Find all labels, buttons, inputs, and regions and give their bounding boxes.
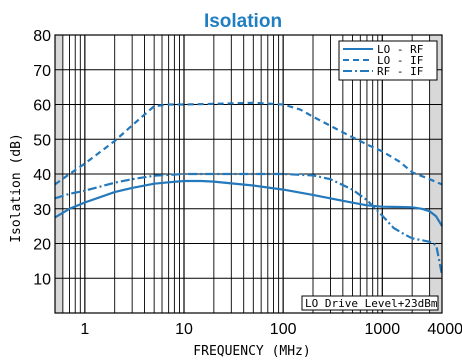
x-tick-label: 10 <box>175 321 193 338</box>
y-tick-label: 70 <box>33 63 51 80</box>
annotation-text: LO Drive Level+23dBm <box>305 297 438 310</box>
y-tick-label: 50 <box>33 132 51 149</box>
y-tick-label: 10 <box>33 271 51 288</box>
series-line-2 <box>54 101 443 186</box>
x-tick-label: 1 <box>80 321 89 338</box>
drive-level-annotation: LO Drive Level+23dBm <box>301 295 439 311</box>
y-tick-label: 20 <box>33 237 51 254</box>
x-tick-labels: 1 10 100 1000 4000 <box>80 321 462 338</box>
plot-frame <box>54 34 443 314</box>
y-tick-labels: 10 20 30 40 50 60 70 80 <box>33 28 51 288</box>
annotation-box <box>301 295 439 311</box>
y-tick-label: 60 <box>33 98 51 115</box>
series-lines <box>54 101 444 276</box>
y-tick-label: 30 <box>33 202 51 219</box>
y-axis-label: Isolation (dB) <box>9 133 24 243</box>
legend-label: LO - IF <box>377 54 423 67</box>
x-tick-label: 100 <box>270 321 297 338</box>
x-tick-label: 1000 <box>365 321 401 338</box>
chart-title: Isolation <box>204 11 282 32</box>
x-tick-label: 4000 <box>427 321 462 338</box>
y-tick-label: 40 <box>33 167 51 184</box>
x-axis-label: FREQUENCY (MHz) <box>193 344 310 359</box>
y-tick-label: 80 <box>33 28 51 45</box>
legend-label: LO - RF <box>377 43 423 56</box>
legend-label: RF - IF <box>377 65 423 78</box>
series-line-1 <box>54 179 443 227</box>
series-line-3 <box>54 172 444 276</box>
